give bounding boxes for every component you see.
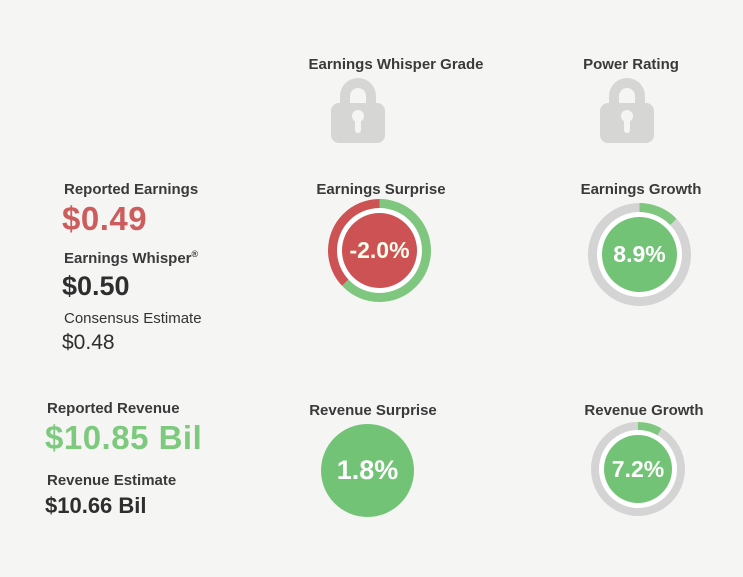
revenue-growth-value: 7.2%: [604, 435, 672, 503]
revenue-estimate-label: Revenue Estimate: [47, 472, 177, 489]
earnings-whisper-value: $0.50: [62, 271, 130, 301]
earnings-whisper-label-text: Earnings Whisper: [64, 250, 192, 267]
earnings-growth-gauge: 8.9%: [588, 203, 691, 306]
consensus-estimate-label: Consensus Estimate: [64, 310, 202, 327]
registered-trademark-symbol: ®: [191, 249, 199, 259]
revenue-surprise-label: Revenue Surprise: [309, 402, 437, 419]
reported-revenue-value: $10.85 Bil: [45, 419, 203, 456]
revenue-growth-label: Revenue Growth: [584, 402, 704, 419]
power-rating-label: Power Rating: [583, 56, 679, 73]
earnings-surprise-gauge: -2.0%: [328, 199, 431, 302]
reported-revenue-label: Reported Revenue: [47, 400, 180, 417]
reported-earnings-label: Reported Earnings: [64, 181, 199, 198]
lock-shackle: [609, 78, 645, 114]
earnings-growth-label: Earnings Growth: [580, 181, 702, 198]
lock-body: [600, 103, 654, 143]
earnings-whisper-label: Earnings Whisper®: [64, 249, 198, 267]
reported-earnings-value: $0.49: [62, 200, 148, 237]
revenue-estimate-value: $10.66 Bil: [45, 493, 147, 518]
revenue-surprise-circle: 1.8%: [321, 424, 414, 517]
earnings-surprise-label: Earnings Surprise: [316, 181, 446, 198]
lock-body: [331, 103, 385, 143]
consensus-estimate-value: $0.48: [62, 331, 115, 354]
revenue-growth-gauge: 7.2%: [591, 422, 685, 516]
earnings-whisper-grade-label: Earnings Whisper Grade: [308, 56, 484, 73]
earnings-surprise-value: -2.0%: [342, 213, 417, 288]
earnings-growth-value: 8.9%: [602, 217, 677, 292]
lock-shackle: [340, 78, 376, 114]
lock-icon: [600, 78, 654, 143]
lock-icon: [331, 78, 385, 143]
